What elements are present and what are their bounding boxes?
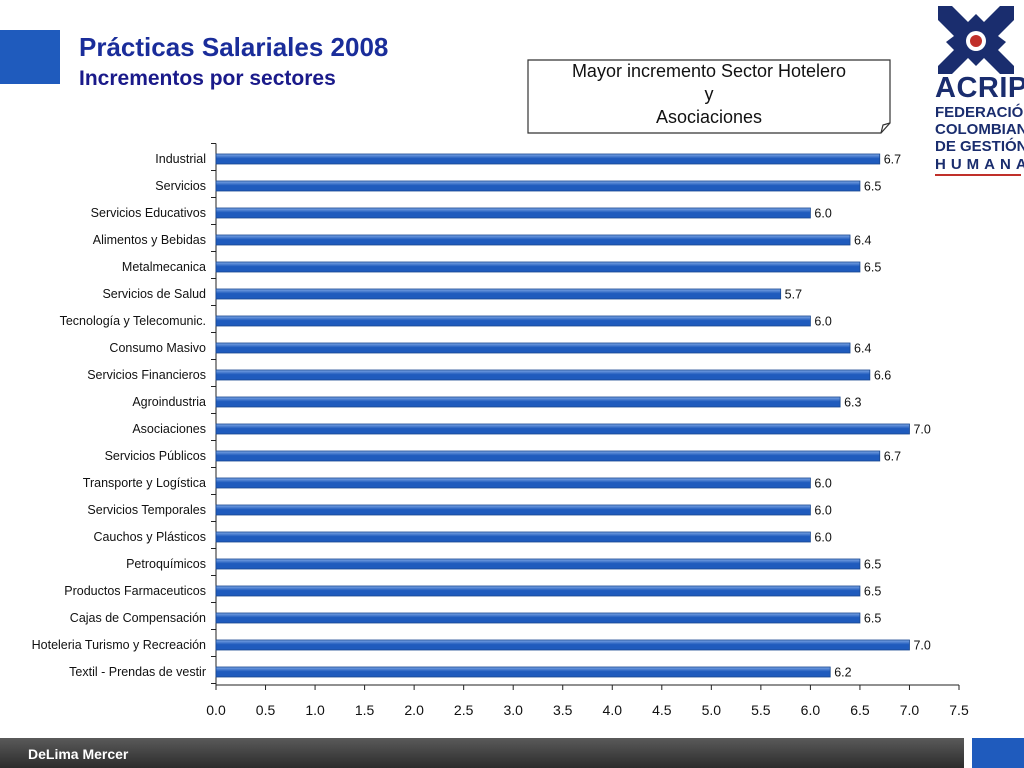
value-label: 6.5 bbox=[864, 261, 881, 275]
bar bbox=[215, 396, 841, 408]
category-label: Consumo Masivo bbox=[109, 341, 206, 355]
value-label: 6.5 bbox=[864, 558, 881, 572]
bar bbox=[215, 261, 861, 273]
x-tick-label: 5.5 bbox=[751, 702, 771, 718]
bar bbox=[215, 180, 861, 192]
category-label: Servicios bbox=[155, 179, 206, 193]
callout-frame bbox=[527, 59, 891, 134]
category-label: Alimentos y Bebidas bbox=[93, 233, 206, 247]
value-label: 6.7 bbox=[884, 450, 901, 464]
value-label: 6.4 bbox=[854, 342, 871, 356]
value-label: 6.0 bbox=[814, 531, 831, 545]
category-label: Servicios de Salud bbox=[102, 287, 206, 301]
bar bbox=[215, 504, 811, 516]
bar-chart: Industrial 6.7 Servicios 6.5 Servicios Educa… bbox=[32, 143, 969, 718]
value-label: 6.0 bbox=[814, 207, 831, 221]
x-tick-label: 1.5 bbox=[355, 702, 375, 718]
x-tick-label: 6.0 bbox=[801, 702, 821, 718]
corner-accent-square bbox=[0, 30, 60, 84]
value-label: 5.7 bbox=[785, 288, 802, 302]
callout-line-3: Asociaciones bbox=[655, 107, 763, 127]
category-label: Hoteleria Turismo y Recreación bbox=[32, 638, 206, 652]
x-tick-label: 6.5 bbox=[850, 702, 870, 718]
bar bbox=[215, 423, 910, 435]
bar bbox=[215, 369, 871, 381]
logo-line-1: FEDERACIÓN bbox=[935, 104, 1024, 121]
bar bbox=[215, 153, 881, 165]
value-label: 6.0 bbox=[814, 477, 831, 491]
value-label: 6.4 bbox=[854, 234, 871, 248]
value-label: 6.6 bbox=[874, 369, 891, 383]
bar bbox=[215, 531, 811, 543]
x-tick-label: 2.5 bbox=[454, 702, 474, 718]
bar bbox=[215, 450, 881, 462]
x-tick-label: 3.5 bbox=[553, 702, 573, 718]
value-label: 6.0 bbox=[814, 504, 831, 518]
value-label: 6.5 bbox=[864, 612, 881, 626]
footer-brand: DeLima Mercer bbox=[28, 746, 129, 762]
callout-line-1: Mayor incremento Sector Hotelero bbox=[571, 61, 847, 81]
logo-line-2: COLOMBIANA bbox=[935, 121, 1024, 138]
footer-accent-square bbox=[972, 738, 1024, 768]
category-label: Productos Farmaceuticos bbox=[64, 584, 206, 598]
value-label: 6.5 bbox=[864, 180, 881, 194]
category-label: Petroquímicos bbox=[126, 557, 206, 571]
bar bbox=[215, 288, 782, 300]
value-label: 6.2 bbox=[834, 666, 851, 680]
logo-line-4: HUMANA bbox=[935, 156, 1024, 173]
bar bbox=[215, 342, 851, 354]
bar bbox=[215, 585, 861, 597]
category-label: Agroindustria bbox=[132, 395, 206, 409]
x-tick-label: 4.0 bbox=[603, 702, 623, 718]
logo-underline bbox=[935, 174, 1021, 176]
category-label: Cajas de Compensación bbox=[70, 611, 206, 625]
x-tick-label: 5.0 bbox=[702, 702, 722, 718]
category-label: Tecnología y Telecomunic. bbox=[60, 314, 206, 328]
value-label: 7.0 bbox=[913, 423, 930, 437]
category-label: Servicios Públicos bbox=[105, 449, 206, 463]
value-label: 6.5 bbox=[864, 585, 881, 599]
category-label: Transporte y Logística bbox=[83, 476, 206, 490]
page-title: Prácticas Salariales 2008 bbox=[79, 32, 389, 62]
x-tick-label: 3.0 bbox=[503, 702, 523, 718]
value-label: 6.3 bbox=[844, 396, 861, 410]
value-label: 6.7 bbox=[884, 153, 901, 167]
category-label: Servicios Financieros bbox=[87, 368, 206, 382]
x-tick-label: 7.5 bbox=[949, 702, 969, 718]
value-label: 7.0 bbox=[913, 639, 930, 653]
category-label: Servicios Temporales bbox=[87, 503, 206, 517]
x-tick-label: 7.0 bbox=[900, 702, 920, 718]
page-subtitle: Incrementos por sectores bbox=[79, 67, 336, 90]
bar bbox=[215, 207, 811, 219]
callout-box: Mayor incremento Sector Hotelero y Asoci… bbox=[527, 59, 891, 134]
bar bbox=[215, 639, 910, 651]
value-label: 6.0 bbox=[814, 315, 831, 329]
category-label: Textil - Prendas de vestir bbox=[69, 665, 206, 679]
x-tick-label: 0.5 bbox=[256, 702, 276, 718]
bar bbox=[215, 477, 811, 489]
bar bbox=[215, 666, 831, 678]
category-label: Asociaciones bbox=[132, 422, 206, 436]
footer-bar: DeLima Mercer bbox=[0, 738, 964, 768]
x-tick-label: 4.5 bbox=[652, 702, 672, 718]
acrip-logo-icon bbox=[938, 6, 1014, 74]
bar bbox=[215, 612, 861, 624]
x-tick-label: 1.0 bbox=[305, 702, 325, 718]
category-label: Metalmecanica bbox=[122, 260, 206, 274]
logo-line-3: DE GESTIÓN bbox=[935, 138, 1024, 155]
bar bbox=[215, 315, 811, 327]
callout-line-2: y bbox=[704, 84, 714, 104]
x-tick-label: 2.0 bbox=[404, 702, 424, 718]
category-label: Cauchos y Plásticos bbox=[93, 530, 206, 544]
x-tick-label: 0.0 bbox=[206, 702, 226, 718]
category-label: Industrial bbox=[155, 152, 206, 166]
bar bbox=[215, 558, 861, 570]
logo-word: ACRIP bbox=[935, 72, 1024, 104]
bar bbox=[215, 234, 851, 246]
category-label: Servicios Educativos bbox=[91, 206, 206, 220]
